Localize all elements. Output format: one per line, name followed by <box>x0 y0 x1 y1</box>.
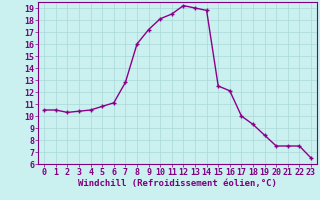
X-axis label: Windchill (Refroidissement éolien,°C): Windchill (Refroidissement éolien,°C) <box>78 179 277 188</box>
